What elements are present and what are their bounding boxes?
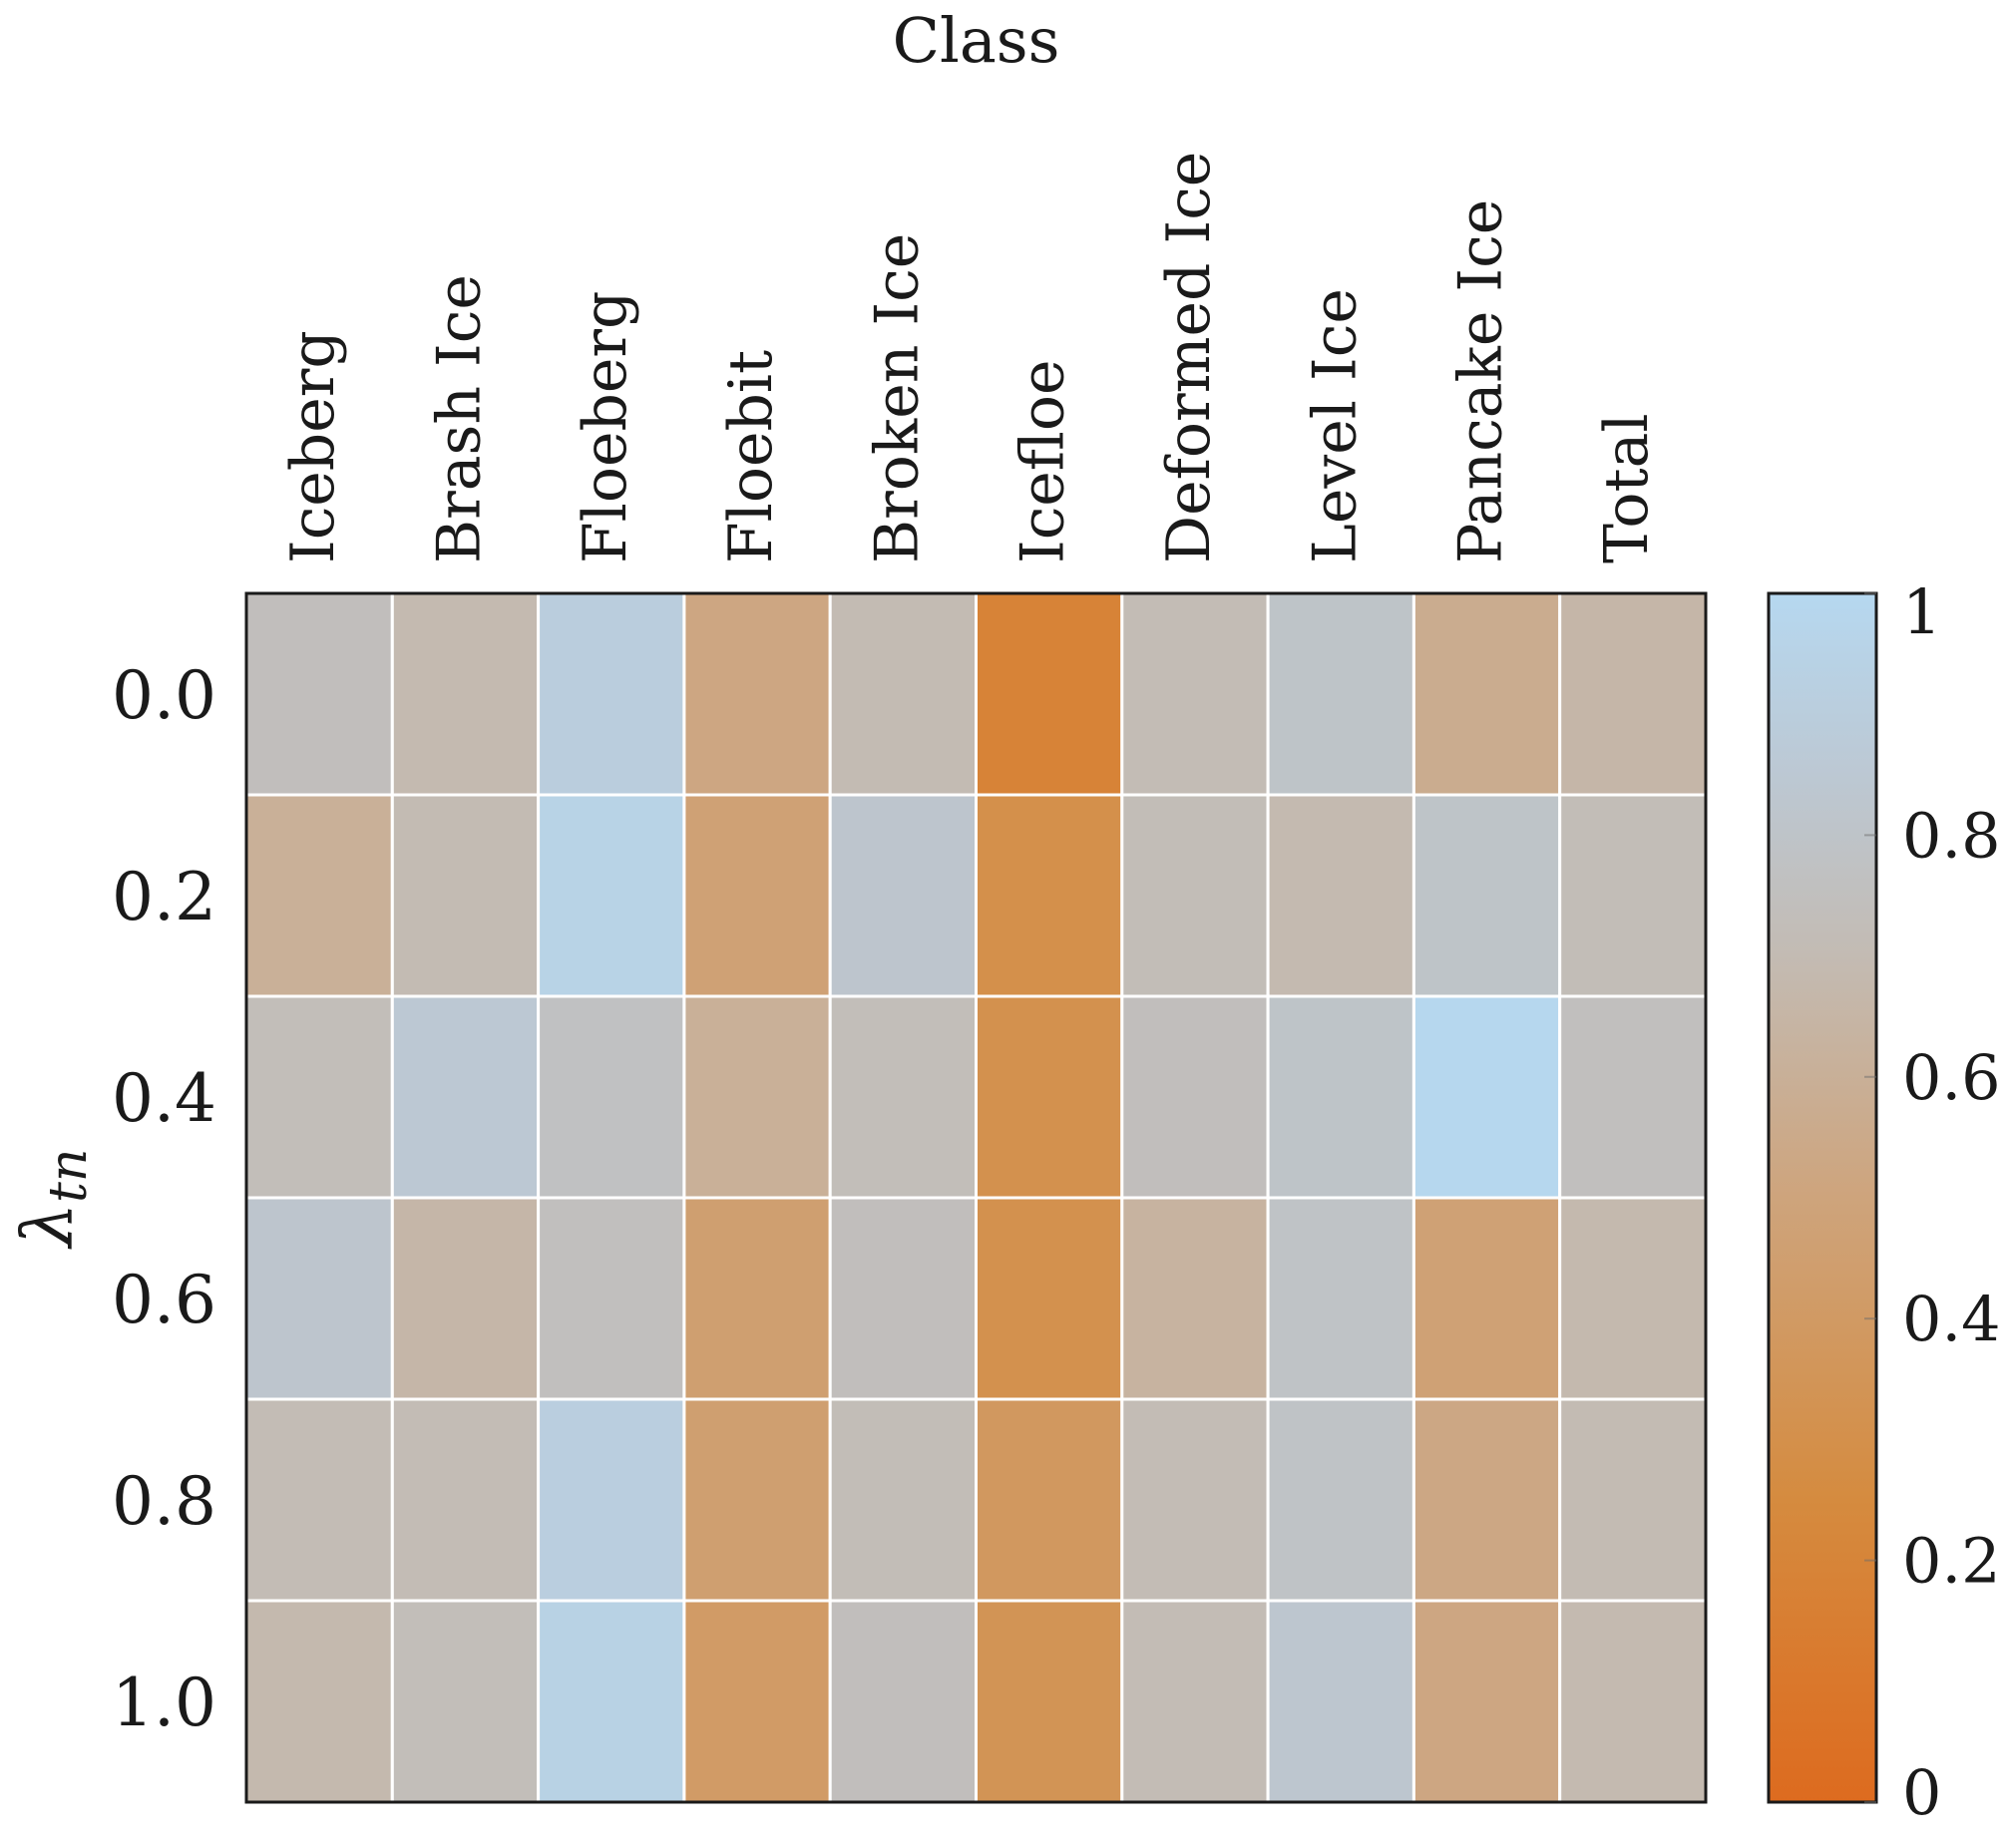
heatmap-cell bbox=[1120, 1196, 1270, 1401]
heatmap-cell bbox=[1558, 591, 1708, 797]
heatmap-cell bbox=[828, 1397, 979, 1603]
heatmap-cell bbox=[1120, 1599, 1270, 1804]
heatmap-cell bbox=[1558, 793, 1708, 998]
heatmap-cell bbox=[1411, 793, 1562, 998]
heatmap-cell bbox=[244, 1397, 394, 1603]
column-label-pancake-ice: Pancake Ice bbox=[1446, 199, 1516, 563]
heatmap-cell bbox=[537, 994, 686, 1200]
heatmap-cell bbox=[1120, 994, 1270, 1200]
heatmap-cell bbox=[390, 1397, 541, 1603]
heatmap-cell bbox=[1558, 1397, 1708, 1603]
column-label-level-ice: Level Ice bbox=[1300, 288, 1370, 563]
heatmap-cell bbox=[537, 1196, 686, 1401]
heatmap-cell bbox=[828, 793, 979, 998]
heatmap-cell bbox=[1266, 1196, 1415, 1401]
heatmap-cell bbox=[1266, 1397, 1415, 1603]
colorbar-tick-label: 0.4 bbox=[1902, 1283, 2001, 1355]
heatmap-cell bbox=[244, 1599, 394, 1804]
heatmap-cell bbox=[682, 793, 832, 998]
heatmap-cell bbox=[1266, 994, 1415, 1200]
colorbar-tick-label: 0 bbox=[1902, 1756, 1941, 1829]
row-label-0-8: 0.8 bbox=[112, 1463, 216, 1540]
column-label-brash-ice: Brash Ice bbox=[424, 274, 494, 563]
row-label-0-6: 0.6 bbox=[112, 1262, 216, 1338]
heatmap-cell bbox=[1120, 591, 1270, 797]
heatmap-cell bbox=[975, 994, 1124, 1200]
heatmap-frame bbox=[244, 591, 1708, 1804]
heatmap-cell bbox=[682, 1196, 832, 1401]
column-label-floeberg: Floeberg bbox=[571, 291, 640, 563]
heatmap-cell bbox=[1120, 1397, 1270, 1603]
heatmap-cell bbox=[244, 793, 394, 998]
column-label-total: Total bbox=[1592, 413, 1662, 563]
heatmap-cell bbox=[682, 994, 832, 1200]
heatmap-cell bbox=[390, 793, 541, 998]
column-label-floebit: Floebit bbox=[716, 350, 786, 563]
heatmap-cell bbox=[682, 1397, 832, 1603]
heatmap-cell bbox=[537, 1397, 686, 1603]
heatmap-cell bbox=[975, 1397, 1124, 1603]
colorbar bbox=[1767, 591, 1878, 1804]
row-label-0-4: 0.4 bbox=[112, 1060, 216, 1137]
heatmap-cell bbox=[828, 1196, 979, 1401]
heatmap-cell bbox=[244, 1196, 394, 1401]
heatmap-cell bbox=[1266, 1599, 1415, 1804]
heatmap-cell bbox=[1120, 793, 1270, 998]
colorbar-tick-label: 0.2 bbox=[1902, 1525, 2001, 1598]
row-label-0-2: 0.2 bbox=[112, 859, 216, 935]
heatmap-cell bbox=[244, 994, 394, 1200]
heatmap-cell bbox=[390, 994, 541, 1200]
heatmap-cell bbox=[682, 591, 832, 797]
heatmap-cell bbox=[1411, 1196, 1562, 1401]
heatmap-cell bbox=[828, 1599, 979, 1804]
heatmap-cell bbox=[1411, 1599, 1562, 1804]
heatmap-cell bbox=[1411, 1397, 1562, 1603]
heatmap-cell bbox=[390, 1196, 541, 1401]
heatmap-cell bbox=[537, 1599, 686, 1804]
heatmap-cell bbox=[244, 591, 394, 797]
colorbar-tick-label: 0.6 bbox=[1902, 1041, 2001, 1114]
heatmap-cell bbox=[1558, 1196, 1708, 1401]
heatmap-cell bbox=[1266, 591, 1415, 797]
heatmap-cell bbox=[975, 1196, 1124, 1401]
heatmap-cell bbox=[390, 591, 541, 797]
heatmap-cell bbox=[1558, 994, 1708, 1200]
column-label-icefloe: Icefloe bbox=[1008, 360, 1078, 563]
heatmap-cell bbox=[1266, 793, 1415, 998]
heatmap-cell bbox=[975, 793, 1124, 998]
heatmap-cell bbox=[1411, 994, 1562, 1200]
colorbar-tick-label: 1 bbox=[1902, 575, 1941, 648]
heatmap-cell bbox=[828, 591, 979, 797]
chart-title: Class bbox=[893, 4, 1060, 77]
column-label-deformed-ice: Deformed Ice bbox=[1154, 152, 1224, 563]
heatmap-cell bbox=[975, 1599, 1124, 1804]
heatmap-cell bbox=[1558, 1599, 1708, 1804]
heatmap-cell bbox=[682, 1599, 832, 1804]
heatmap-cell bbox=[828, 994, 979, 1200]
heatmap-cell bbox=[537, 591, 686, 797]
heatmap-cell bbox=[537, 793, 686, 998]
y-axis-label: λtn bbox=[7, 1149, 99, 1251]
column-label-iceberg: Iceberg bbox=[278, 330, 348, 563]
heatmap-cell bbox=[1411, 591, 1562, 797]
row-label-1-0: 1.0 bbox=[112, 1664, 216, 1741]
heatmap-cell bbox=[390, 1599, 541, 1804]
colorbar-tick-label: 0.8 bbox=[1902, 799, 2001, 872]
heatmap-cell bbox=[975, 591, 1124, 797]
column-label-broken-ice: Broken Ice bbox=[862, 233, 932, 563]
row-label-0-0: 0.0 bbox=[112, 657, 216, 734]
